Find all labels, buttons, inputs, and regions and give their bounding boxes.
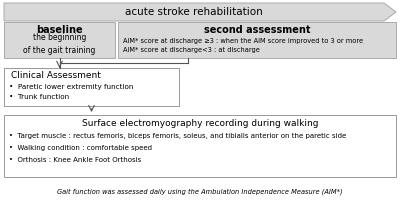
Bar (4, 68, 179, 106)
Text: Clinical Assessment: Clinical Assessment (11, 72, 101, 81)
Text: second assessment: second assessment (204, 25, 310, 35)
Text: •  Orthosis : Knee Ankle Foot Orthosis: • Orthosis : Knee Ankle Foot Orthosis (9, 157, 141, 163)
Bar (4, 22, 115, 58)
Bar (118, 22, 396, 58)
Text: Surface electromyography recording during walking: Surface electromyography recording durin… (82, 119, 318, 128)
Text: the beginning
of the gait training: the beginning of the gait training (23, 33, 96, 55)
Polygon shape (4, 3, 396, 21)
Bar (4, 115, 396, 177)
Text: AIM* score at discharge<3 : at discharge: AIM* score at discharge<3 : at discharge (123, 47, 260, 53)
Text: •  Paretic lower extremity function: • Paretic lower extremity function (9, 84, 133, 90)
Text: AIM* score at discharge ≥3 : when the AIM score improved to 3 or more: AIM* score at discharge ≥3 : when the AI… (123, 38, 363, 44)
Text: •  Target muscle : rectus femoris, biceps femoris, soleus, and tibialis anterior: • Target muscle : rectus femoris, biceps… (9, 133, 346, 139)
Text: baseline: baseline (36, 25, 83, 35)
Text: acute stroke rehabilitation: acute stroke rehabilitation (125, 7, 263, 17)
Text: •  Trunk function: • Trunk function (9, 94, 69, 100)
Text: •  Walking condition : comfortable speed: • Walking condition : comfortable speed (9, 145, 152, 151)
Text: Gait function was assessed daily using the Ambulation Independence Measure (AIM*: Gait function was assessed daily using t… (57, 189, 343, 195)
